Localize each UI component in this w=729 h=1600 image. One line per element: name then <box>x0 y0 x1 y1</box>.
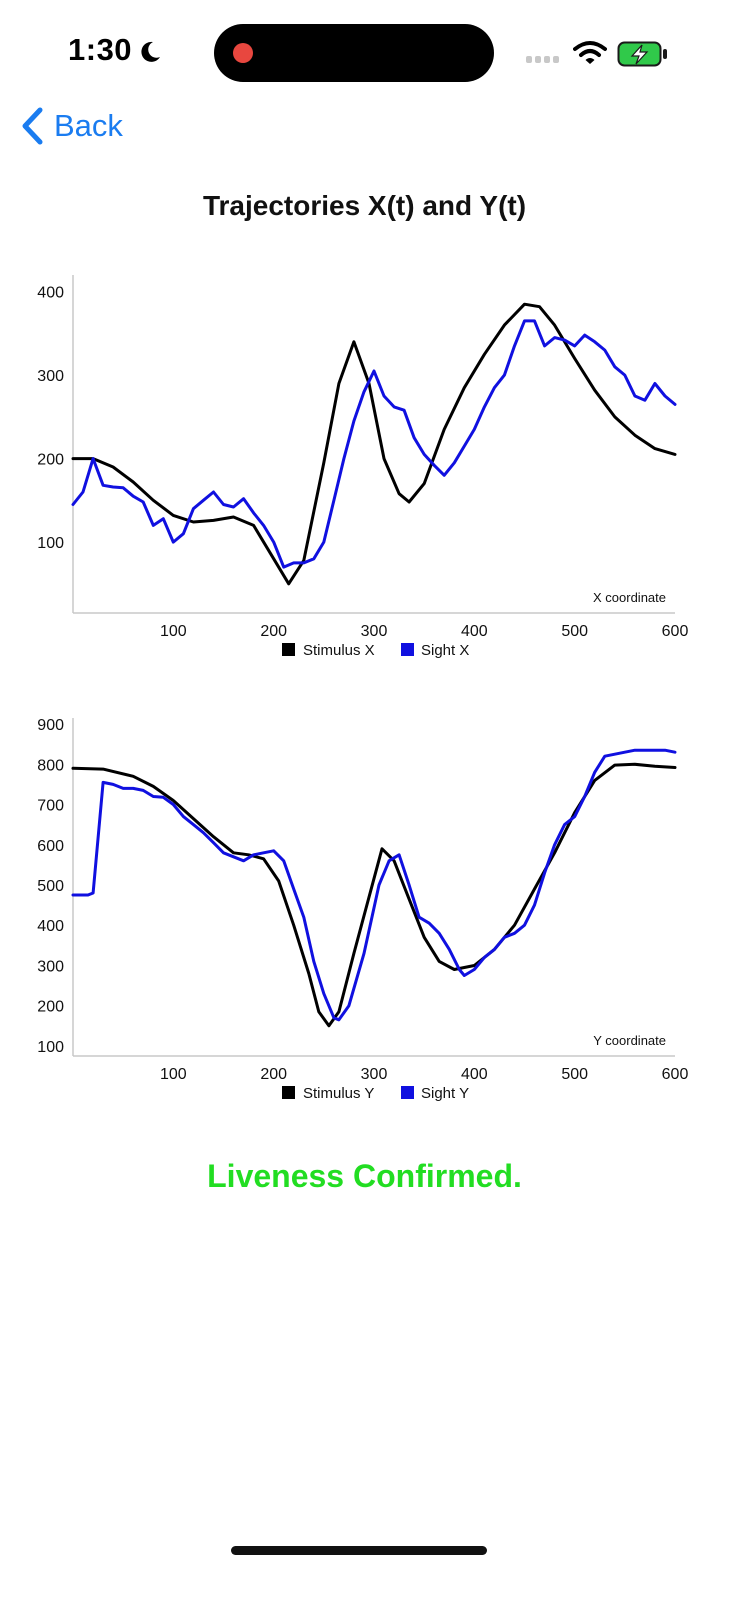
y-tick-label: 300 <box>37 368 64 385</box>
chart-y-svg: 100 200 300 400 500 600 100 200 300 400 500 600 700 8… <box>37 717 688 1102</box>
series-line-sight <box>71 319 677 569</box>
wifi-icon <box>573 41 607 64</box>
x-tick-label: 600 <box>662 1066 689 1083</box>
legend-label-sight: Sight X <box>421 642 469 659</box>
legend-label-sight: Sight Y <box>421 1085 469 1102</box>
x-tick-label: 600 <box>662 623 689 640</box>
back-label: Back <box>54 108 123 143</box>
y-tick-label: 100 <box>37 535 64 552</box>
chart-x-svg: 100 200 300 400 500 600 100 200 300 400 X coordin… <box>37 275 688 659</box>
battery-charging-icon <box>617 41 667 67</box>
chart-x-trajectory: 100 200 300 400 500 600 100 200 300 400 X coordin… <box>0 262 729 667</box>
legend-label-stimulus: Stimulus Y <box>303 1085 374 1102</box>
home-indicator[interactable] <box>231 1546 487 1555</box>
legend-swatch-stimulus <box>282 1086 295 1099</box>
back-button[interactable]: Back <box>20 106 123 146</box>
x-tick-label: 400 <box>461 1066 488 1083</box>
chart-annotation: X coordinate <box>593 590 666 605</box>
x-tick-label: 500 <box>561 623 588 640</box>
series-lines <box>71 302 677 586</box>
x-tick-label: 200 <box>260 1066 287 1083</box>
y-tick-label: 200 <box>37 452 64 469</box>
tick-labels: 100 200 300 400 500 600 100 200 300 400 500 600 700 8… <box>37 717 688 1083</box>
series-line-sight <box>71 748 677 1022</box>
liveness-status: Liveness Confirmed. <box>207 1158 522 1194</box>
moon-icon <box>141 41 160 62</box>
legend-swatch-sight <box>401 643 414 656</box>
series-lines <box>71 748 677 1028</box>
recording-indicator <box>233 43 253 63</box>
series-line-stimulus <box>71 762 677 1028</box>
chevron-left-icon <box>22 107 43 145</box>
signal-icon <box>526 56 559 63</box>
chart-y-trajectory: 100 200 300 400 500 600 100 200 300 400 500 600 700 8… <box>0 705 729 1110</box>
legend-swatch-stimulus <box>282 643 295 656</box>
legend-swatch-sight <box>401 1086 414 1099</box>
page-title: Trajectories X(t) and Y(t) <box>202 190 527 221</box>
legend-label-stimulus: Stimulus X <box>303 642 375 659</box>
legend: Stimulus X Sight X <box>282 642 469 659</box>
x-tick-label: 300 <box>361 623 388 640</box>
y-tick-label: 400 <box>37 918 64 935</box>
y-tick-label: 400 <box>37 285 64 302</box>
chart-plot-area <box>73 275 675 613</box>
y-tick-label: 900 <box>37 717 64 734</box>
x-tick-label: 100 <box>160 1066 187 1083</box>
y-tick-label: 700 <box>37 798 64 815</box>
y-tick-label: 200 <box>37 999 64 1016</box>
x-tick-label: 500 <box>561 1066 588 1083</box>
tick-labels: 100 200 300 400 500 600 100 200 300 400 <box>37 285 688 640</box>
y-tick-label: 300 <box>37 958 64 975</box>
x-tick-label: 300 <box>361 1066 388 1083</box>
y-tick-label: 800 <box>37 757 64 774</box>
chart-plot-area <box>73 718 675 1056</box>
y-tick-label: 600 <box>37 838 64 855</box>
y-tick-label: 500 <box>37 878 64 895</box>
x-tick-label: 400 <box>461 623 488 640</box>
x-tick-label: 200 <box>260 623 287 640</box>
x-tick-label: 100 <box>160 623 187 640</box>
status-time: 1:30 <box>68 32 133 67</box>
legend: Stimulus Y Sight Y <box>282 1085 469 1102</box>
chart-annotation: Y coordinate <box>593 1033 666 1048</box>
dynamic-island <box>214 24 494 82</box>
y-tick-label: 100 <box>37 1039 64 1056</box>
